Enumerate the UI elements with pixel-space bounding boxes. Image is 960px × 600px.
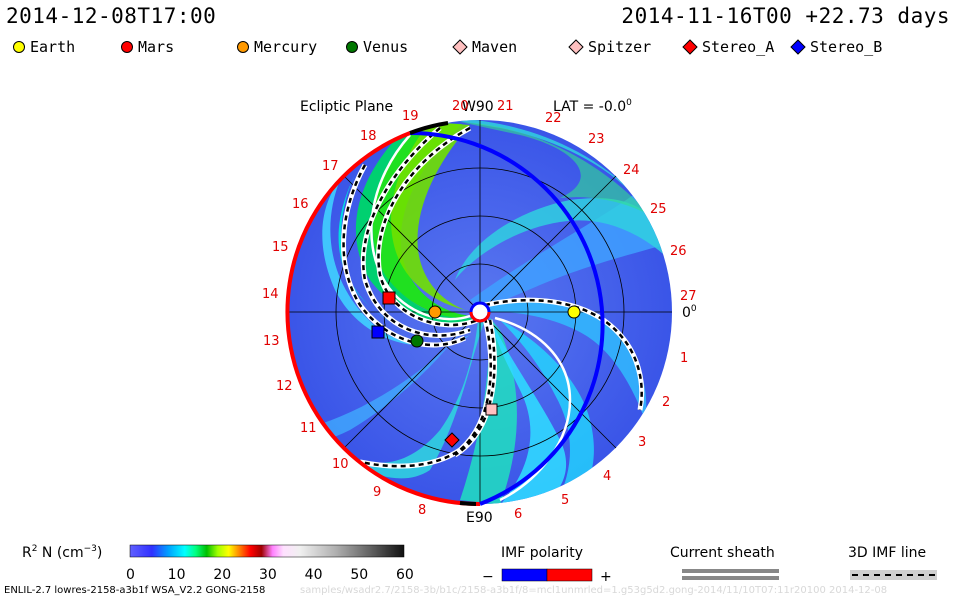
colorbar-tick: 20 xyxy=(213,567,231,583)
carrington-tick-18: 18 xyxy=(360,129,377,144)
carrington-tick-23: 23 xyxy=(588,132,605,147)
legend-diamond-icon xyxy=(682,39,698,55)
carrington-tick-10: 10 xyxy=(332,457,349,472)
legend-item-maven: Maven xyxy=(452,38,517,56)
legend-item-mercury: Mercury xyxy=(236,38,317,56)
legend-label: Stereo_A xyxy=(702,38,775,56)
carrington-tick-19: 19 xyxy=(402,109,419,124)
imf-line-title: 3D IMF line xyxy=(848,545,926,561)
carrington-tick-20: 20 xyxy=(452,99,469,114)
imf-negative-swatch xyxy=(501,568,548,582)
legend-label: Mercury xyxy=(254,38,318,56)
body-legend: Earth Mars Mercury Venus Maven Spitzer Stereo_… xyxy=(12,38,952,58)
carrington-tick-5: 5 xyxy=(561,493,569,508)
legend-item-spitzer: Spitzer xyxy=(568,38,651,56)
legend-circle-icon xyxy=(13,41,25,53)
imf-line-swatch xyxy=(850,570,937,580)
carrington-tick-17: 17 xyxy=(322,159,339,174)
carrington-tick-14: 14 xyxy=(262,287,279,302)
legend-item-venus: Venus xyxy=(345,38,408,56)
legend-diamond-icon xyxy=(568,39,584,55)
zero-longitude-label: 00 xyxy=(682,304,697,321)
legend-diamond-icon xyxy=(790,39,806,55)
plot-title: Ecliptic Plane xyxy=(300,99,393,115)
carrington-tick-9: 9 xyxy=(373,485,381,500)
legend-label: Mars xyxy=(138,38,175,56)
colorbar-tick: 0 xyxy=(126,567,135,583)
current-sheath-swatch xyxy=(682,569,779,573)
imf-positive-swatch xyxy=(546,568,593,582)
legend-item-stereo-a: Stereo_A xyxy=(682,38,774,56)
colorbar-label: R2 N (cm−3) xyxy=(22,544,102,561)
imf-polarity-title: IMF polarity xyxy=(501,545,583,561)
legend-circle-icon xyxy=(121,41,133,53)
w90-label: W90 xyxy=(462,99,494,115)
run-start-time: 2014-11-16T00 +22.73 days xyxy=(621,4,950,28)
venus-marker xyxy=(410,334,424,348)
carrington-tick-6: 6 xyxy=(514,507,522,522)
legend-item-mars: Mars xyxy=(120,38,174,56)
colorbar-tick: 40 xyxy=(305,567,323,583)
carrington-tick-8: 8 xyxy=(418,503,426,518)
carrington-tick-12: 12 xyxy=(276,379,293,394)
legend-label: Spitzer xyxy=(588,38,652,56)
carrington-tick-21: 21 xyxy=(497,99,514,114)
model-footer: ENLIL-2.7 lowres-2158-a3b1f WSA_V2.2 GON… xyxy=(4,585,266,596)
mars-marker xyxy=(382,291,396,305)
colorbar-tick: 50 xyxy=(350,567,368,583)
carrington-tick-2: 2 xyxy=(662,395,670,410)
stereo-a-marker xyxy=(444,432,460,448)
carrington-tick-4: 4 xyxy=(603,469,611,484)
legend-label: Maven xyxy=(472,38,518,56)
legend-label: Earth xyxy=(30,38,76,56)
carrington-tick-27: 27 xyxy=(680,289,697,304)
colorbar-tick: 60 xyxy=(396,567,414,583)
colorbar-tick: 30 xyxy=(259,567,277,583)
legend-circle-icon xyxy=(237,41,249,53)
carrington-tick-1: 1 xyxy=(680,351,688,366)
density-colorbar xyxy=(129,544,405,558)
mercury-marker xyxy=(428,305,442,319)
legend-circle-icon xyxy=(346,41,358,53)
lat-label: LAT = -0.00 xyxy=(553,98,632,115)
carrington-tick-3: 3 xyxy=(638,435,646,450)
carrington-tick-16: 16 xyxy=(292,197,309,212)
imf-minus-label: − xyxy=(482,569,494,585)
imf-plus-label: + xyxy=(600,569,612,585)
legend-item-earth: Earth xyxy=(12,38,75,56)
run-path-footer: samples/wsadr2.7/2158-3b/b1c/2158-a3b1f/… xyxy=(300,585,888,596)
legend-label: Stereo_B xyxy=(810,38,883,56)
current-sheath-title: Current sheath xyxy=(670,545,775,561)
e90-label: E90 xyxy=(466,510,493,526)
carrington-tick-25: 25 xyxy=(650,202,667,217)
maven-marker xyxy=(485,403,498,416)
carrington-tick-15: 15 xyxy=(272,240,289,255)
carrington-tick-24: 24 xyxy=(623,163,640,178)
carrington-tick-22: 22 xyxy=(545,111,562,126)
legend-item-stereo-b: Stereo_B xyxy=(790,38,882,56)
imf-polarity-ring xyxy=(285,121,605,507)
carrington-tick-26: 26 xyxy=(670,244,687,259)
simulation-time: 2014-12-08T17:00 xyxy=(6,4,217,28)
stereo-b-marker xyxy=(371,325,385,339)
carrington-tick-13: 13 xyxy=(263,334,280,349)
colorbar-ticks: 0 10 20 30 40 50 60 xyxy=(126,567,414,583)
density-structures xyxy=(300,120,672,504)
colorbar-tick: 10 xyxy=(168,567,186,583)
legend-diamond-icon xyxy=(452,39,468,55)
legend-label: Venus xyxy=(363,38,409,56)
carrington-tick-11: 11 xyxy=(300,421,317,436)
earth-marker xyxy=(567,305,581,319)
imf-lines xyxy=(342,126,643,468)
